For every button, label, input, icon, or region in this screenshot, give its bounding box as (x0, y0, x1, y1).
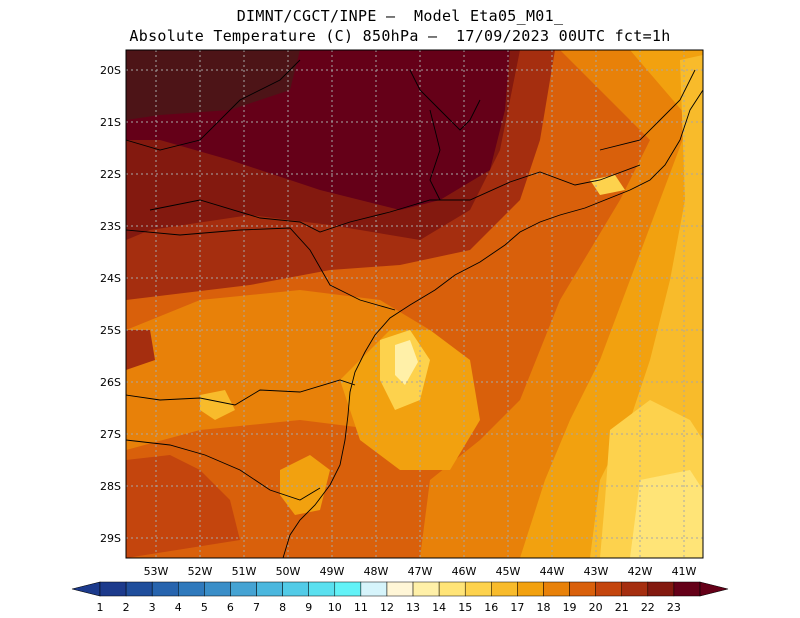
color-legend: 1 2 3 4 5 6 7 8 9 10 11 12 13 14 15 16 17 18 19 20 21 22 23 (71, 581, 729, 614)
lon-label: 50W (276, 565, 301, 578)
lat-label: 29S (100, 532, 121, 545)
lat-label: 28S (100, 480, 121, 493)
legend-swatch (230, 581, 257, 597)
legend-label: 13 (406, 601, 420, 614)
legend-swatch (178, 581, 205, 597)
lat-label: 26S (100, 376, 121, 389)
legend-swatch (491, 581, 518, 597)
legend-swatch (412, 581, 440, 597)
lon-label: 52W (188, 565, 213, 578)
legend-swatch (386, 581, 414, 597)
legend-swatch (308, 581, 336, 597)
legend-swatch (464, 581, 492, 597)
legend-label: 4 (175, 601, 182, 614)
lon-label: 49W (320, 565, 345, 578)
legend-label: 8 (279, 601, 286, 614)
legend-swatch (438, 581, 466, 597)
legend-label: 11 (354, 601, 368, 614)
lat-label: 24S (100, 272, 121, 285)
legend-label: 2 (123, 601, 130, 614)
legend-label: 17 (510, 601, 524, 614)
lon-label: 44W (540, 565, 565, 578)
legend-label: 15 (458, 601, 472, 614)
lon-label: 42W (628, 565, 653, 578)
coastline-and-borders (126, 59, 703, 558)
legend-label: 22 (641, 601, 655, 614)
legend-label: 6 (227, 601, 234, 614)
legend-label: 9 (305, 601, 312, 614)
legend-label: 19 (563, 601, 577, 614)
lat-label: 23S (100, 220, 121, 233)
latitude-labels: 20S 21S 22S 23S 24S 25S 26S 27S 28S 29S (100, 64, 121, 545)
legend-swatch (569, 581, 596, 597)
map-title-line2: Absolute Temperature (C) 850hPa – 17/09/… (129, 27, 671, 45)
lat-label: 22S (100, 168, 121, 181)
lon-label: 53W (144, 565, 169, 578)
legend-label: 18 (536, 601, 550, 614)
pr-sp-border (126, 227, 396, 311)
legend-swatch (543, 581, 570, 597)
legend-label: 16 (484, 601, 498, 614)
legend-swatch (282, 581, 309, 597)
legend-swatch (256, 581, 283, 597)
sp-mg-border (149, 164, 641, 233)
left-triangle-icon (71, 581, 101, 597)
map-frame (125, 49, 704, 559)
legend-swatch (647, 581, 675, 597)
lon-label: 47W (408, 565, 433, 578)
legend-swatch (360, 581, 388, 597)
lon-label: 43W (584, 565, 609, 578)
map-title-line1: DIMNT/CGCT/INPE – Model Eta05_M01_ (236, 7, 564, 25)
pr-sc-border (126, 379, 356, 406)
legend-swatch (334, 581, 362, 597)
legend-label: 7 (253, 601, 260, 614)
lon-label: 46W (452, 565, 477, 578)
legend-label: 3 (149, 601, 156, 614)
legend-swatch (204, 581, 231, 597)
legend-swatch (99, 581, 127, 597)
legend-label: 12 (380, 601, 394, 614)
lon-label: 48W (364, 565, 389, 578)
right-triangle-icon (699, 581, 729, 597)
longitude-labels: 53W 52W 51W 50W 49W 48W 47W 46W 45W 44W … (144, 565, 697, 578)
lat-label: 20S (100, 64, 121, 77)
legend-swatch (595, 581, 622, 597)
sc-rs-border (126, 439, 321, 501)
legend-label: 23 (667, 601, 681, 614)
mg-inland-river (409, 69, 481, 131)
lat-lon-grid (126, 50, 703, 558)
legend-swatch (125, 581, 153, 597)
legend-label: 10 (328, 601, 342, 614)
mg-rj-border (429, 109, 441, 201)
temperature-field (126, 50, 703, 558)
legend-label: 14 (432, 601, 446, 614)
legend-swatch (517, 581, 544, 597)
legend-swatch (673, 581, 701, 597)
legend-label: 5 (201, 601, 208, 614)
lat-label: 27S (100, 428, 121, 441)
coastline (282, 89, 703, 558)
legend-label: 21 (615, 601, 629, 614)
lat-label: 25S (100, 324, 121, 337)
legend-swatch (151, 581, 179, 597)
legend-swatch (621, 581, 649, 597)
legend-label: 20 (589, 601, 603, 614)
legend-label: 1 (97, 601, 104, 614)
lon-label: 45W (496, 565, 521, 578)
lon-label: 51W (232, 565, 257, 578)
ms-border (126, 59, 301, 151)
lon-label: 41W (672, 565, 697, 578)
rj-es-border (599, 69, 696, 151)
lat-label: 21S (100, 116, 121, 129)
